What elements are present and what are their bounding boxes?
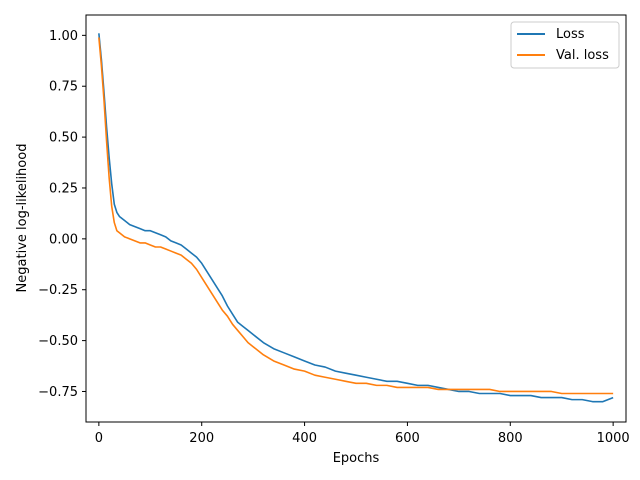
series-line-loss [98,33,614,403]
y-tick-label: −0.25 [38,283,78,298]
y-axis-label: Negative log-likelihood [15,144,30,293]
x-tick-label: 0 [95,431,103,446]
y-tick-label: −0.75 [38,385,78,400]
y-axis-ticks: 1.00 0.75 0.50 0.25 0.00 −0.25 −0.50 −0.75 [38,29,86,400]
x-axis-ticks: 0 200 400 600 800 1000 [95,422,630,446]
plot-area [86,15,626,422]
x-tick-label: 1000 [597,431,630,446]
y-tick-label: 0.75 [49,80,78,95]
x-tick-label: 600 [395,431,420,446]
series-line-val-loss [98,37,614,395]
y-tick-label: −0.50 [38,334,78,349]
x-tick-label: 200 [189,431,214,446]
x-tick-label: 800 [498,431,523,446]
plot-frame [85,14,627,423]
series-layer [98,33,614,403]
y-tick-label: 0.50 [49,131,78,146]
x-tick-label: 400 [292,431,317,446]
x-axis-label: Epochs [333,451,380,466]
y-tick-label: 0.25 [49,181,78,196]
legend: Loss Val. loss [510,21,620,69]
y-tick-label: 1.00 [49,29,78,44]
legend-label-val-loss: Val. loss [556,48,609,63]
legend-label-loss: Loss [556,27,585,42]
y-tick-label: 0.00 [49,232,78,247]
